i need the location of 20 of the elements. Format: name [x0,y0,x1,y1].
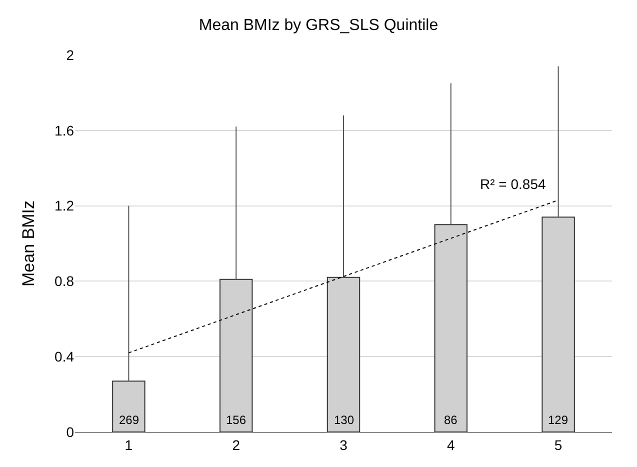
x-tick-label: 5 [554,436,562,453]
y-tick-label: 1.2 [54,198,74,214]
y-tick-label: 2 [66,46,74,63]
chart-title: Mean BMIz by GRS_SLS Quintile [198,16,438,34]
annotation: 86 [444,413,458,427]
annotation: 156 [226,413,246,427]
y-tick-label: 0 [66,424,74,440]
x-tick-label: 1 [124,436,133,453]
annotation: 269 [119,413,140,427]
x-tick-label: 4 [447,436,455,453]
y-tick-label: 0.8 [54,273,74,290]
y-axis-title: Mean BMIz [19,200,38,286]
x-tick-label: 3 [340,436,348,453]
annotation: 130 [334,413,354,427]
x-tick-label: 2 [232,436,240,453]
bar [112,380,146,432]
annotation: R² = 0.854 [480,176,546,192]
y-tick-label: 1.6 [54,122,74,138]
y-tick-label: 0.4 [54,348,74,364]
annotation: 129 [548,413,568,427]
